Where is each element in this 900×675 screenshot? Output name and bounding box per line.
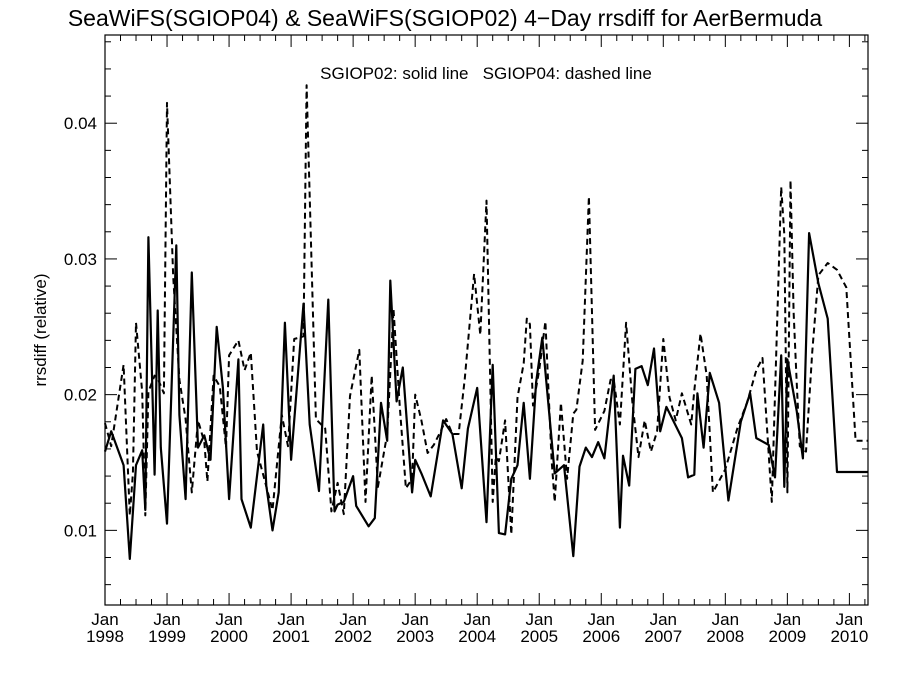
axis-ticks: 0.010.020.030.04Jan1998Jan1999Jan2000Jan… <box>64 35 868 646</box>
x-tick-label-year: 2008 <box>706 627 744 646</box>
x-tick-label-year: 2001 <box>272 627 310 646</box>
x-tick-label-month: Jan <box>650 610 677 629</box>
legend-annotation: SGIOP02: solid line SGIOP04: dashed line <box>320 64 652 83</box>
x-tick-label-month: Jan <box>836 610 863 629</box>
y-tick-label: 0.02 <box>64 386 97 405</box>
y-tick-label: 0.03 <box>64 250 97 269</box>
x-tick-label-year: 2010 <box>830 627 868 646</box>
x-tick-label-month: Jan <box>712 610 739 629</box>
y-tick-label: 0.01 <box>64 521 97 540</box>
x-tick-label-year: 2009 <box>768 627 806 646</box>
series-group <box>103 84 868 561</box>
y-tick-label: 0.04 <box>64 114 97 133</box>
x-tick-label-year: 2003 <box>396 627 434 646</box>
chart-title: SeaWiFS(SGIOP04) & SeaWiFS(SGIOP02) 4−Da… <box>68 5 823 31</box>
x-tick-label-month: Jan <box>463 610 490 629</box>
plot-frame <box>104 34 869 606</box>
x-tick-label-year: 2005 <box>520 627 558 646</box>
y-axis-label: rrsdiff (relative) <box>31 273 50 386</box>
x-tick-label-month: Jan <box>215 610 242 629</box>
x-tick-label-month: Jan <box>774 610 801 629</box>
x-tick-label-year: 2000 <box>210 627 248 646</box>
x-tick-label-month: Jan <box>526 610 553 629</box>
series-line-sgiop04 <box>104 84 868 536</box>
x-tick-label-year: 1999 <box>148 627 186 646</box>
x-tick-label-month: Jan <box>588 610 615 629</box>
x-tick-label-month: Jan <box>401 610 428 629</box>
x-tick-label-year: 2006 <box>582 627 620 646</box>
x-tick-label-month: Jan <box>339 610 366 629</box>
x-tick-label-month: Jan <box>277 610 304 629</box>
x-tick-label-year: 2007 <box>644 627 682 646</box>
x-tick-label-year: 1998 <box>86 627 124 646</box>
series-line-sgiop02 <box>103 232 868 561</box>
x-tick-label-month: Jan <box>91 610 118 629</box>
x-tick-label-year: 2004 <box>458 627 496 646</box>
x-tick-label-year: 2002 <box>334 627 372 646</box>
x-tick-label-month: Jan <box>153 610 180 629</box>
